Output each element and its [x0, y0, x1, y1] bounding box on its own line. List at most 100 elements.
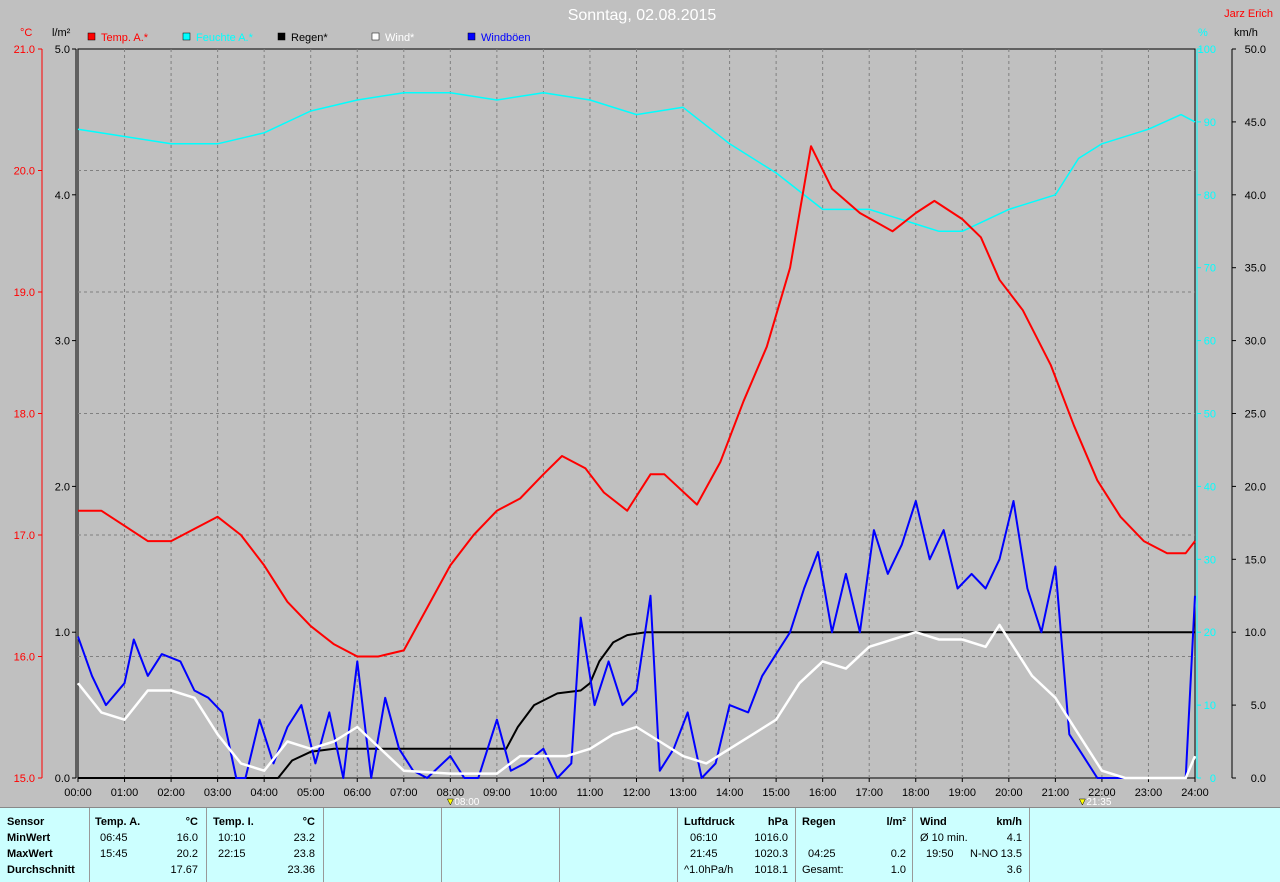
x-tick-label: 03:00: [204, 787, 232, 799]
x-tick-label: 05:00: [297, 787, 325, 799]
temp-tick-label: 20.0: [14, 166, 35, 178]
temp-i-max-time: 22:15: [218, 848, 246, 860]
x-tick-label: 15:00: [762, 787, 790, 799]
pressure-header: Luftdruck: [684, 816, 735, 828]
stats-col-wind: Wind km/h Ø 10 min. 4.1 19:50 N-NO 13.5 …: [913, 808, 1030, 882]
rain-tick-label: 0.0: [55, 773, 70, 785]
pressure-min-time: 06:10: [690, 832, 718, 844]
series-line: [77, 500, 1196, 779]
temp-a-max-val: 20.2: [176, 848, 198, 860]
temp-tick-label: 19.0: [14, 287, 35, 299]
time-markers: 08:00 21:35: [446, 797, 1112, 807]
legend-item: Feuchte A.*: [182, 32, 254, 44]
series-group: [77, 91, 1197, 780]
wind-tick-label: 15.0: [1245, 554, 1266, 566]
pressure-trend-label: ^1.0hPa/h: [684, 864, 734, 876]
humidity-tick-label: 40: [1204, 481, 1216, 493]
rain-max-time: 04:25: [808, 848, 836, 860]
rain-unit: l/m²: [886, 816, 906, 828]
wind-tick-label: 10.0: [1245, 627, 1266, 639]
series-line: [77, 623, 1197, 780]
wind-tick-label: 35.0: [1245, 263, 1266, 275]
marker-label: 08:00: [454, 797, 479, 807]
humidity-axis-unit: %: [1198, 27, 1208, 39]
humidity-tick-label: 30: [1204, 554, 1216, 566]
wind-tick-label: 25.0: [1245, 409, 1266, 421]
row-label-sensor: Sensor: [7, 816, 45, 828]
series-line: [78, 145, 1196, 658]
temp-tick-label: 21.0: [14, 44, 35, 56]
x-tick-label: 11:00: [577, 787, 604, 799]
x-tick-label: 01:00: [111, 787, 139, 799]
wind-avg-label: Ø 10 min.: [920, 832, 968, 844]
wind-tick-label: 5.0: [1251, 700, 1266, 712]
wind-tick-label: 40.0: [1245, 190, 1266, 202]
wind-tick-label: 30.0: [1245, 336, 1266, 348]
temp-i-min-val: 23.2: [293, 832, 315, 844]
stats-col-empty-2: [442, 808, 560, 882]
time-marker: 08:00: [446, 797, 480, 807]
humidity-tick-label: 90: [1204, 117, 1216, 129]
wind-tick-label: 45.0: [1245, 117, 1266, 129]
x-tick-label: 08:00: [437, 787, 465, 799]
temp-a-min-time: 06:45: [100, 832, 128, 844]
marker-icon: [446, 798, 454, 806]
chart-title: Sonntag, 02.08.2015: [568, 7, 717, 24]
wind-max-time: 19:50: [926, 848, 954, 860]
x-tick-label: 07:00: [390, 787, 418, 799]
x-tick-label: 10:00: [530, 787, 558, 799]
rain-tick-label: 1.0: [55, 627, 70, 639]
humidity-tick-label: 60: [1204, 336, 1216, 348]
author-label: Jarz Erich: [1224, 8, 1273, 20]
temp-tick-label: 17.0: [14, 530, 35, 542]
wind-avg-val: 4.1: [1006, 832, 1022, 844]
x-tick-label: 20:00: [995, 787, 1023, 799]
temp-a-max-time: 15:45: [100, 848, 128, 860]
temp-i-header: Temp. I.: [213, 816, 254, 828]
temp-i-max-val: 23.8: [293, 848, 315, 860]
stats-col-temp-a: Temp. A. °C 06:45 16.0 15:45 20.2 17.67: [90, 808, 207, 882]
legend-swatch: [277, 32, 286, 41]
rain-tick-label: 4.0: [55, 190, 70, 202]
temp-tick-label: 18.0: [14, 409, 35, 421]
humidity-tick-label: 10: [1204, 700, 1216, 712]
wind-max-val: 13.5: [1000, 848, 1022, 860]
x-tick-label: 04:00: [250, 787, 278, 799]
temp-a-min-val: 16.0: [176, 832, 198, 844]
legend-swatch: [371, 32, 380, 41]
legend-item: Wind*: [371, 32, 415, 44]
x-tick-label: 12:00: [623, 787, 651, 799]
grid: [77, 48, 1196, 779]
temp-i-avg: 23.36: [287, 864, 315, 876]
humidity-tick-label: 70: [1204, 263, 1216, 275]
humidity-tick-label: 20: [1204, 627, 1216, 639]
x-tick-label: 18:00: [902, 787, 930, 799]
legend-label: Temp. A.*: [101, 32, 149, 44]
row-label-max: MaxWert: [7, 848, 53, 860]
x-tick-label: 24:00: [1181, 787, 1209, 799]
temp-a-avg: 17.67: [170, 864, 198, 876]
temp-a-unit: °C: [185, 816, 198, 828]
x-tick-label: 16:00: [809, 787, 837, 799]
wind-avg: 3.6: [1006, 864, 1022, 876]
row-label-avg: Durchschnitt: [7, 864, 75, 876]
legend-label: Regen*: [291, 32, 328, 44]
x-tick-label: 02:00: [157, 787, 185, 799]
legend-item: Windböen: [467, 32, 531, 44]
time-marker: 21:35: [1078, 797, 1112, 807]
marker-label: 21:35: [1086, 797, 1111, 807]
wind-max-dir: N-NO: [970, 848, 999, 860]
chart-area: Sonntag, 02.08.2015 Jarz Erich °C 15.0 16.…: [13, 7, 1273, 807]
legend: Temp. A.* Feuchte A.* Regen* Wind* Windböen: [87, 32, 531, 44]
x-tick-label: 17:00: [855, 787, 883, 799]
wind-unit: km/h: [996, 816, 1022, 828]
wind-tick-label: 50.0: [1245, 44, 1266, 56]
legend-label: Windböen: [481, 32, 531, 44]
x-tick-label: 13:00: [669, 787, 697, 799]
legend-swatch: [182, 32, 191, 41]
x-tick-label: 06:00: [343, 787, 371, 799]
temp-tick-label: 15.0: [14, 773, 35, 785]
legend-label: Wind*: [385, 32, 415, 44]
rain-axis-unit: l/m²: [52, 27, 71, 39]
temp-a-header: Temp. A.: [95, 816, 141, 828]
